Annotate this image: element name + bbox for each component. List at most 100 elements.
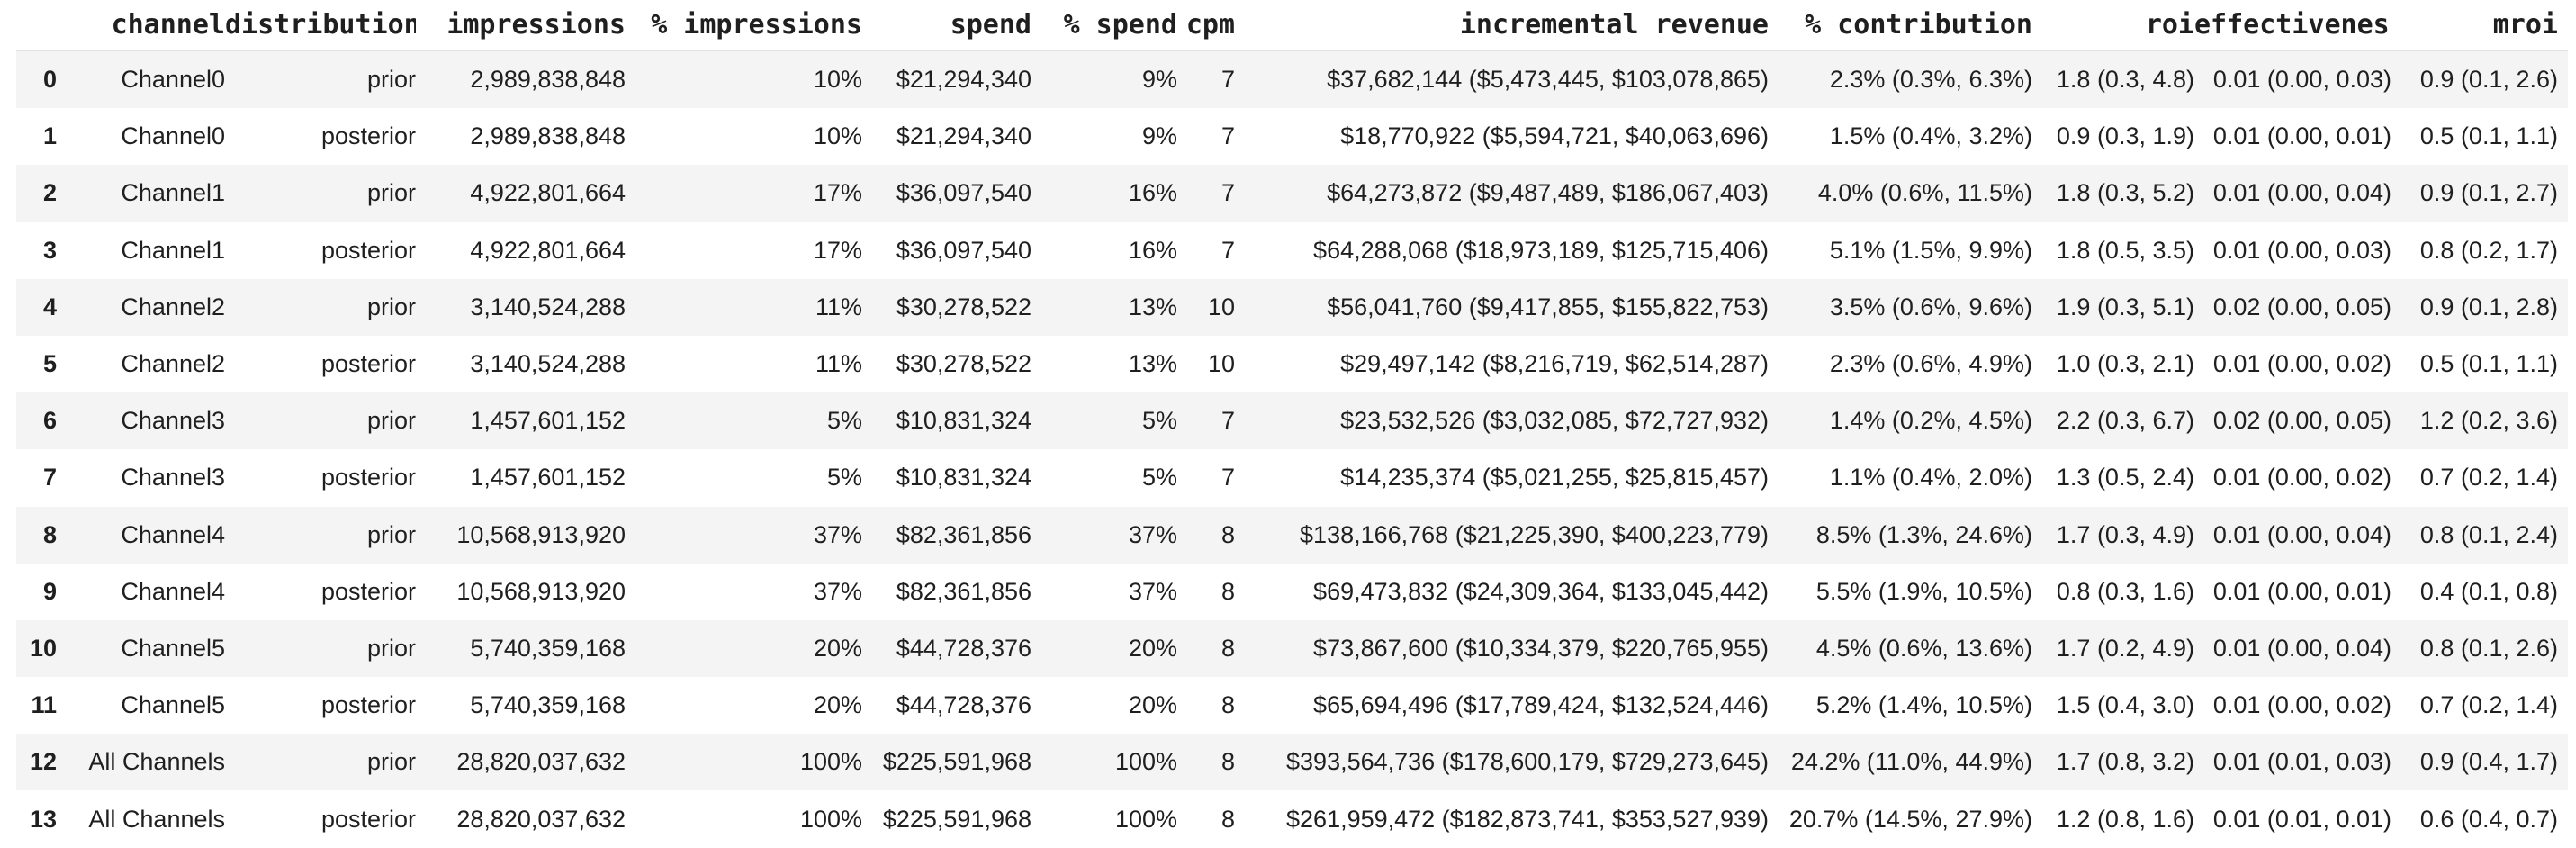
cell-channel: Channel4	[121, 577, 225, 605]
row-index: 6	[42, 407, 57, 435]
cell-channel: Channel5	[121, 634, 225, 662]
cell-contribution: 1.5% (0.4%, 3.2%)	[1829, 122, 2032, 150]
table-row: 6 Channel3 prior 1,457,601,152 5% $10,831,324…	[16, 392, 2568, 450]
cell-roi: 1.9 (0.3, 5.1)	[2056, 293, 2194, 320]
cell-spend: 20%	[1128, 691, 1177, 719]
cell-incremental-revenue: $64,273,872 ($9,487,489, $186,067,403)	[1327, 179, 1769, 207]
cell-roi: 1.7 (0.8, 3.2)	[2056, 748, 2194, 776]
cell-distribution: prior	[366, 634, 416, 662]
cell-effectiveness: 0.01 (0.00, 0.01)	[2212, 122, 2391, 150]
cell-distribution: prior	[366, 407, 416, 435]
column-header-channel: channel	[57, 0, 225, 51]
cell-incremental-revenue: $138,166,768 ($21,225,390, $400,223,779)	[1300, 520, 1769, 548]
cell-impressions: 1,457,601,152	[470, 464, 626, 492]
cell-contribution: 1.1% (0.4%, 2.0%)	[1829, 464, 2032, 492]
cell-incremental-revenue: $37,682,144 ($5,473,445, $103,078,865)	[1327, 66, 1769, 94]
cell-mroi: 0.5 (0.1, 1.1)	[2419, 122, 2558, 150]
cell-incremental-revenue: $73,867,600 ($10,334,379, $220,765,955)	[1313, 634, 1769, 662]
cell-mroi: 0.9 (0.1, 2.8)	[2419, 293, 2558, 320]
cell-cpm: 7	[1220, 464, 1235, 492]
table-row: 3 Channel1 posterior 4,922,801,664 17% $36,09…	[16, 222, 2568, 279]
table-row: 5 Channel2 posterior 3,140,524,288 11% $30,27…	[16, 336, 2568, 392]
cell-contribution: 5.5% (1.9%, 10.5%)	[1815, 577, 2032, 605]
cell-mroi: 0.8 (0.2, 1.7)	[2419, 236, 2558, 264]
cell-roi: 1.0 (0.3, 2.1)	[2056, 350, 2194, 378]
cell-impressions: 11%	[815, 350, 862, 378]
cell-channel: All Channels	[88, 805, 225, 833]
cell-spend: 100%	[1114, 805, 1177, 833]
cell-spend: $36,097,540	[896, 236, 1031, 264]
cell-spend: $21,294,340	[896, 122, 1031, 150]
cell-channel: Channel1	[121, 236, 225, 264]
cell-effectiveness: 0.01 (0.01, 0.01)	[2212, 805, 2391, 833]
cell-impressions: 100%	[799, 748, 862, 776]
row-index: 7	[42, 464, 57, 492]
cell-mroi: 0.7 (0.2, 1.4)	[2419, 464, 2558, 492]
cell-spend: 37%	[1128, 577, 1177, 605]
cell-effectiveness: 0.01 (0.00, 0.01)	[2212, 577, 2391, 605]
cell-impressions: 2,989,838,848	[470, 122, 626, 150]
cell-channel: Channel5	[121, 691, 225, 719]
cell-mroi: 0.8 (0.1, 2.4)	[2419, 520, 2558, 548]
cell-contribution: 1.4% (0.2%, 4.5%)	[1829, 407, 2032, 435]
cell-incremental-revenue: $56,041,760 ($9,417,855, $155,822,753)	[1327, 293, 1769, 320]
cell-effectiveness: 0.01 (0.00, 0.04)	[2212, 634, 2391, 662]
cell-roi: 0.8 (0.3, 1.6)	[2056, 577, 2194, 605]
cell-channel: Channel4	[121, 520, 225, 548]
cell-distribution: posterior	[320, 464, 416, 492]
cell-spend: 13%	[1128, 293, 1177, 320]
cell-distribution: posterior	[320, 691, 416, 719]
cell-distribution: posterior	[320, 122, 416, 150]
cell-spend: $30,278,522	[896, 293, 1031, 320]
table-row: 2 Channel1 prior 4,922,801,664 17% $36,097,54…	[16, 165, 2568, 222]
row-index: 11	[31, 691, 57, 719]
cell-spend: $225,591,968	[882, 805, 1031, 833]
table-body: 0 Channel0 prior 2,989,838,848 10% $21,294,34…	[16, 50, 2568, 848]
row-index: 5	[42, 350, 57, 378]
table-row: 10 Channel5 prior 5,740,359,168 20% $44,728,3…	[16, 619, 2568, 678]
cell-impressions: 37%	[813, 577, 862, 605]
column-header-effectiveness: effectiveness	[2194, 0, 2391, 51]
cell-incremental-revenue: $18,770,922 ($5,594,721, $40,063,696)	[1340, 122, 1769, 150]
cell-cpm: 8	[1220, 634, 1235, 662]
cell-cpm: 7	[1220, 407, 1235, 435]
table-row: 1 Channel0 posterior 2,989,838,848 10% $21,29…	[16, 108, 2568, 165]
cell-impressions: 10%	[813, 66, 862, 94]
cell-contribution: 3.5% (0.6%, 9.6%)	[1829, 293, 2032, 320]
cell-incremental-revenue: $69,473,832 ($24,309,364, $133,045,442)	[1313, 577, 1769, 605]
cell-cpm: 8	[1220, 577, 1235, 605]
cell-channel: Channel0	[121, 122, 225, 150]
header-row: channel distribution impressions % impre…	[16, 0, 2568, 51]
cell-spend: 9%	[1141, 66, 1177, 94]
cell-channel: All Channels	[88, 748, 225, 776]
cell-channel: Channel3	[121, 464, 225, 492]
cell-incremental-revenue: $14,235,374 ($5,021,255, $25,815,457)	[1340, 464, 1769, 492]
cell-impressions: 10%	[813, 122, 862, 150]
cell-impressions: 3,140,524,288	[470, 350, 626, 378]
cell-cpm: 8	[1220, 520, 1235, 548]
cell-contribution: 4.0% (0.6%, 11.5%)	[1817, 179, 2032, 207]
table-row: 12 All Channels prior 28,820,037,632 100% $22…	[16, 734, 2568, 791]
cell-contribution: 20.7% (14.5%, 27.9%)	[1788, 805, 2032, 833]
cell-effectiveness: 0.01 (0.00, 0.02)	[2212, 350, 2391, 378]
cell-impressions: 100%	[799, 805, 862, 833]
cell-distribution: prior	[366, 66, 416, 94]
cell-channel: Channel0	[121, 66, 225, 94]
row-index: 9	[42, 577, 57, 605]
cell-impressions: 10,568,913,920	[456, 577, 626, 605]
row-index: 3	[42, 236, 57, 264]
cell-impressions: 2,989,838,848	[470, 66, 626, 94]
cell-effectiveness: 0.01 (0.00, 0.03)	[2212, 236, 2391, 264]
cell-incremental-revenue: $65,694,496 ($17,789,424, $132,524,446)	[1313, 691, 1769, 719]
cell-roi: 1.8 (0.5, 3.5)	[2056, 236, 2194, 264]
column-header-pct-spend: % spend	[1031, 0, 1177, 51]
table-row: 13 All Channels posterior 28,820,037,632 100…	[16, 790, 2568, 847]
cell-effectiveness: 0.01 (0.00, 0.03)	[2212, 66, 2391, 94]
table-row: 11 Channel5 posterior 5,740,359,168 20% $44,7…	[16, 677, 2568, 734]
cell-cpm: 7	[1220, 122, 1235, 150]
column-header-incremental-revenue: incremental revenue	[1235, 0, 1769, 51]
cell-effectiveness: 0.01 (0.00, 0.02)	[2212, 691, 2391, 719]
cell-spend: $21,294,340	[896, 66, 1031, 94]
cell-spend: $82,361,856	[896, 577, 1031, 605]
cell-impressions: 20%	[813, 634, 862, 662]
